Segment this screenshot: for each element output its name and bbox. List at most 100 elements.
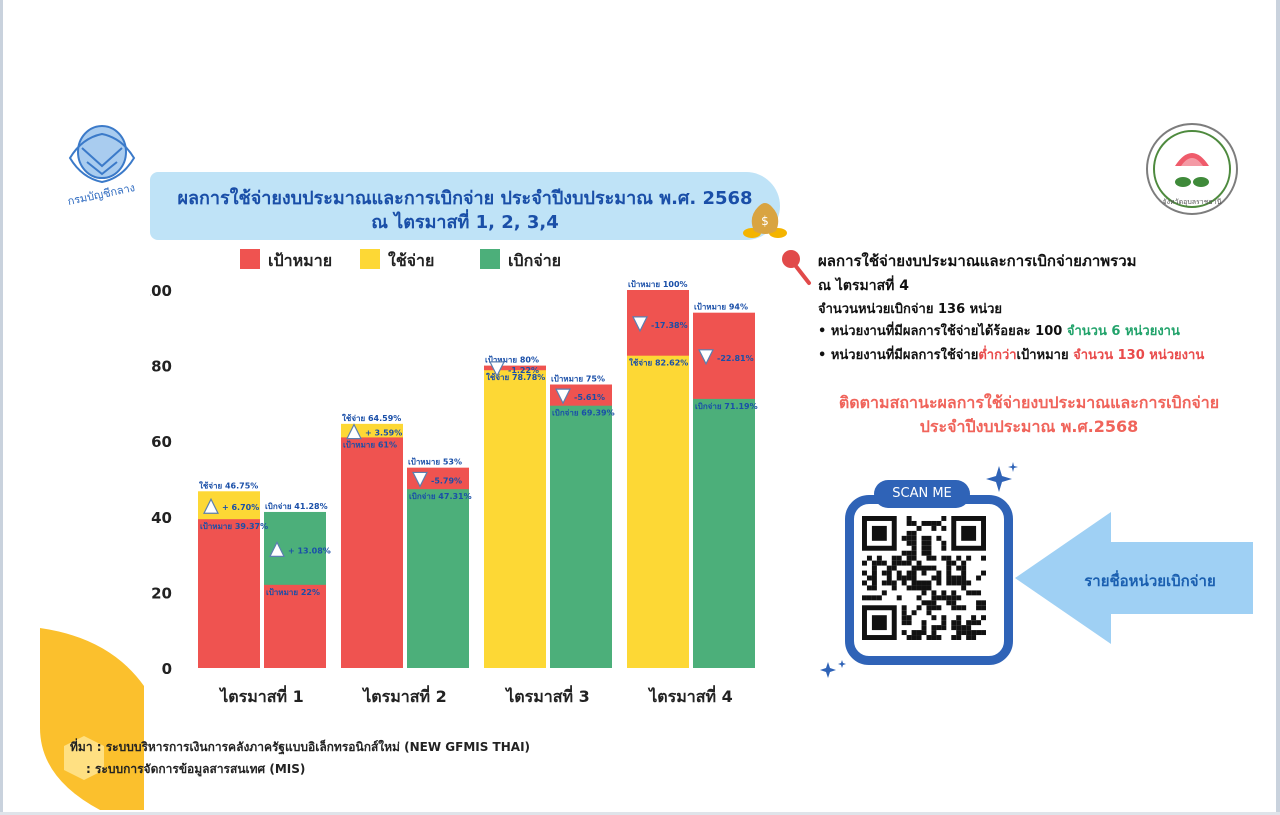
qr-module bbox=[961, 560, 967, 566]
bar-inner-label: ใช้จ่าย 82.62% bbox=[629, 358, 688, 368]
qr-module bbox=[921, 535, 927, 541]
qr-module bbox=[921, 545, 927, 551]
qr-module bbox=[936, 635, 942, 640]
qr-finder-core bbox=[871, 525, 887, 541]
bar-inner-label: เบิกจ่าย 71.19% bbox=[695, 402, 758, 411]
qr-code[interactable] bbox=[862, 516, 986, 640]
qr-module bbox=[976, 620, 982, 626]
qr-module bbox=[921, 585, 927, 591]
qr-module bbox=[931, 565, 937, 571]
qr-module bbox=[916, 585, 922, 591]
summary-units: จำนวนหน่วยเบิกจ่าย 136 หน่วย bbox=[818, 302, 1003, 317]
qr-module bbox=[961, 630, 967, 636]
legend-label-disburse: เบิกจ่าย bbox=[508, 251, 562, 270]
qr-module bbox=[886, 580, 892, 586]
qr-module bbox=[956, 555, 962, 561]
qr-module bbox=[901, 630, 907, 636]
legend-label-target: เป้าหมาย bbox=[268, 251, 333, 270]
qr-module bbox=[911, 630, 917, 636]
summary-title: ผลการใช้จ่ายงบประมาณและการเบิกจ่ายภาพรวม bbox=[818, 252, 1137, 270]
bar-top-label: เป้าหมาย 53% bbox=[408, 457, 462, 467]
qr-module bbox=[966, 590, 972, 596]
qr-module bbox=[941, 595, 947, 601]
qr-module bbox=[956, 580, 962, 586]
disbursing-units-link[interactable]: รายชื่อหน่วยเบิกจ่าย bbox=[1084, 572, 1216, 590]
qr-module bbox=[906, 615, 912, 621]
qr-module bbox=[901, 615, 907, 621]
arrow-left-icon[interactable] bbox=[1015, 512, 1255, 644]
qr-module bbox=[876, 595, 882, 601]
diff-label: + 13.08% bbox=[288, 546, 331, 555]
qr-module bbox=[936, 575, 942, 581]
bar-top-label: เป้าหมาย 80% bbox=[485, 355, 539, 365]
bar-inner-label: เบิกจ่าย 69.39% bbox=[552, 409, 615, 418]
qr-module bbox=[881, 570, 887, 576]
qr-module bbox=[961, 565, 967, 571]
qr-module bbox=[916, 565, 922, 571]
qr-module bbox=[921, 570, 927, 576]
qr-module bbox=[951, 560, 957, 566]
bullet-1-text: • หน่วยงานที่มีผลการใช้จ่ายได้ร้อยละ 100 bbox=[818, 324, 1067, 339]
diff-label: -17.38% bbox=[651, 321, 688, 330]
qr-module bbox=[951, 620, 957, 626]
qr-module bbox=[956, 575, 962, 581]
qr-module bbox=[931, 555, 937, 561]
qr-module bbox=[966, 555, 972, 561]
qr-module bbox=[881, 580, 887, 586]
bullet-2-red: ต่ำกว่า bbox=[978, 348, 1017, 363]
bar-top-label: เป้าหมาย 100% bbox=[628, 279, 688, 289]
diff-label: -1.22% bbox=[508, 366, 539, 375]
qr-module bbox=[906, 570, 912, 576]
qr-module bbox=[956, 595, 962, 601]
legend-swatch-spend bbox=[360, 249, 380, 269]
qr-module bbox=[971, 630, 977, 636]
arrow-up-icon bbox=[269, 541, 285, 558]
qr-module bbox=[931, 525, 937, 531]
legend-swatch-target bbox=[240, 249, 260, 269]
qr-module bbox=[862, 595, 867, 601]
qr-module bbox=[916, 595, 922, 601]
qr-module bbox=[946, 565, 952, 571]
chart-subtitle: ณ ไตรมาสที่ 1, 2, 3,4 bbox=[371, 212, 559, 233]
qr-module bbox=[931, 590, 937, 596]
qr-module bbox=[906, 585, 912, 591]
qr-module bbox=[961, 585, 967, 591]
qr-module bbox=[906, 540, 912, 546]
qr-module bbox=[981, 605, 986, 611]
qr-module bbox=[911, 555, 917, 561]
summary-bullet-2: • หน่วยงานที่มีผลการใช้จ่ายต่ำกว่าเป้าหม… bbox=[818, 344, 1204, 365]
qr-module bbox=[911, 585, 917, 591]
qr-module bbox=[891, 565, 897, 571]
qr-module bbox=[951, 625, 957, 631]
bar-inner-label: เป้าหมาย 39.37% bbox=[200, 521, 268, 531]
qr-module bbox=[886, 575, 892, 581]
bullet-1-count: จำนวน 6 หน่วยงาน bbox=[1066, 324, 1180, 339]
qr-module bbox=[931, 625, 937, 631]
bar-disburse-inner bbox=[550, 405, 612, 668]
x-tick-label: ไตรมาสที่ 3 bbox=[504, 685, 590, 706]
qr-module bbox=[871, 565, 877, 571]
qr-module bbox=[896, 555, 902, 561]
bar-top-label: ใช้จ่าย 64.59% bbox=[342, 413, 401, 423]
qr-module bbox=[916, 635, 922, 640]
arrow-up-icon bbox=[203, 497, 219, 514]
arrow-down-icon bbox=[489, 361, 505, 378]
qr-module bbox=[966, 620, 972, 626]
qr-module bbox=[931, 605, 937, 611]
qr-module bbox=[941, 516, 947, 521]
x-tick-label: ไตรมาสที่ 4 bbox=[647, 685, 733, 706]
qr-module bbox=[926, 605, 932, 611]
qr-module bbox=[941, 615, 947, 621]
qr-module bbox=[931, 575, 937, 581]
qr-module bbox=[976, 575, 982, 581]
bar-inner-label: เบิกจ่าย 47.31% bbox=[409, 492, 472, 501]
y-tick-label: 80 bbox=[151, 358, 172, 376]
logo-wing bbox=[68, 132, 136, 184]
qr-module bbox=[926, 580, 932, 586]
qr-module bbox=[946, 570, 952, 576]
source-line-2: : ระบบการจัดการข้อมูลสารสนเทศ (MIS) bbox=[86, 762, 306, 776]
bar-spend-inner bbox=[627, 355, 689, 668]
qr-module bbox=[871, 570, 877, 576]
scan-me-label: SCAN ME bbox=[874, 480, 970, 508]
bar-spend-inner bbox=[341, 437, 403, 668]
